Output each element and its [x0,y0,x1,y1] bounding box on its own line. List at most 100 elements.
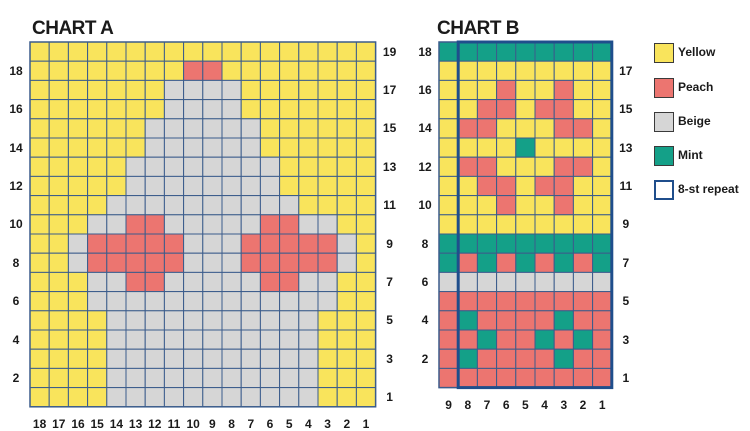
stitch-cell [534,99,555,120]
row-label-left: 8 [421,236,429,251]
stitch-cell [515,118,536,139]
stitch-cell [515,329,536,350]
stitch-cell [553,99,574,120]
stitch-cell [572,156,594,177]
stitch-cell [496,348,517,369]
stitch-cell [572,79,594,101]
row-label-right: 17 [382,83,397,97]
stitch-cell [438,367,459,389]
chart-a-title: CHART A [32,18,114,39]
stitch-cell [457,329,478,350]
stitch-cell [438,137,459,158]
stitch-cell [592,367,613,389]
stitch-cell [534,291,555,312]
stitch-cell [515,271,536,293]
stitch-cell [553,41,574,62]
stitch-cell [572,329,594,350]
row-label-right: 13 [382,159,397,174]
stitch-cell [438,60,459,81]
stitch-cell [496,233,517,254]
stitch-cell [515,156,536,177]
stitch-cell [457,137,478,158]
stitch-cell [572,252,594,273]
stitch-cell [572,118,594,139]
stitch-cell [534,137,555,158]
stitch-cell [553,310,574,331]
stitch-cell [496,310,517,331]
column-label: 2 [579,397,587,412]
row-label-left: 6 [12,294,20,309]
row-label-right: 7 [622,255,630,270]
stitch-cell [496,252,517,273]
stitch-cell [592,348,613,369]
row-label-left: 2 [421,351,429,366]
row-label-right: 11 [383,198,396,213]
stitch-cell [534,175,555,197]
stitch-cell [476,291,498,312]
stitch-cell [592,214,613,235]
row-label-left: 8 [12,255,20,270]
column-label: 3 [560,397,568,412]
column-label: 1 [598,397,606,412]
stitch-cell [438,310,459,331]
stitch-cell [553,195,574,216]
column-label: 7 [483,397,491,412]
stitch-cell [496,99,517,120]
stitch-cell [592,271,613,293]
stitch-cell [534,271,555,293]
stitch-cell [592,310,613,331]
row-label-left: 2 [12,371,20,385]
stitch-cell [572,233,594,254]
stitch-cell [438,214,459,235]
stitch-cell [476,271,498,293]
stitch-cell [553,291,574,312]
column-label: 4 [541,397,548,412]
row-label-left: 6 [421,275,429,289]
chart-a-grid [29,41,377,408]
row-label-left: 4 [12,332,20,347]
stitch-cell [496,175,517,197]
stitch-cell [438,79,459,101]
legend-label-mint: Mint [678,148,703,162]
stitch-cell [457,233,478,254]
stitch-cell [572,291,594,312]
stitch-cell [496,214,517,235]
stitch-cell [515,252,536,273]
row-label-left: 16 [9,102,23,117]
row-label-left: 4 [421,313,429,328]
stitch-cell [592,175,613,197]
stitch-cell [457,175,478,197]
stitch-cell [476,175,498,197]
column-label: 5 [522,397,529,412]
stitch-cell [457,252,478,273]
stitch-cell [457,271,478,293]
stitch-cell [476,367,498,389]
stitch-cell [438,41,459,62]
stitch-cell [496,79,517,101]
repeat-swatch [654,180,674,200]
stitch-cell [476,99,498,120]
legend-label-beige: Beige [678,114,711,128]
stitch-cell [553,214,574,235]
stitch-cell [534,348,555,369]
stitch-cell [457,41,478,62]
stitch-cell [515,214,536,235]
stitch-cell [592,233,613,254]
stitch-cell [534,329,555,350]
stitch-cell [553,60,574,81]
chart-border [29,41,377,408]
stitch-cell [534,41,555,62]
stitch-cell [534,79,555,101]
row-label-right: 15 [382,121,397,136]
mint-swatch [654,146,674,166]
stitch-cell [515,79,536,101]
stitch-cell [457,367,478,389]
row-label-right: 3 [622,332,630,347]
row-label-right: 19 [382,44,397,59]
row-label-right: 11 [619,179,633,193]
stitch-cell [534,195,555,216]
stitch-cell [592,118,613,139]
chart-b-title: CHART B [437,18,520,39]
row-label-left: 16 [418,83,432,97]
stitch-cell [496,329,517,350]
